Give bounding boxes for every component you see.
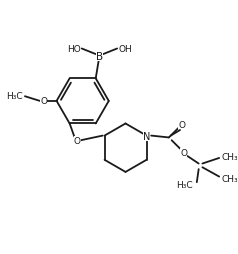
Text: N: N — [143, 131, 150, 141]
Text: H₃C: H₃C — [6, 91, 23, 100]
Text: H₃C: H₃C — [176, 180, 193, 189]
Text: O: O — [180, 148, 187, 157]
Text: B: B — [96, 52, 103, 62]
Text: O: O — [40, 97, 47, 106]
Text: CH₃: CH₃ — [221, 174, 238, 183]
Text: O: O — [178, 120, 185, 129]
Text: HO: HO — [67, 45, 81, 54]
Text: CH₃: CH₃ — [221, 152, 238, 161]
Text: OH: OH — [118, 45, 132, 54]
Text: O: O — [74, 136, 81, 145]
